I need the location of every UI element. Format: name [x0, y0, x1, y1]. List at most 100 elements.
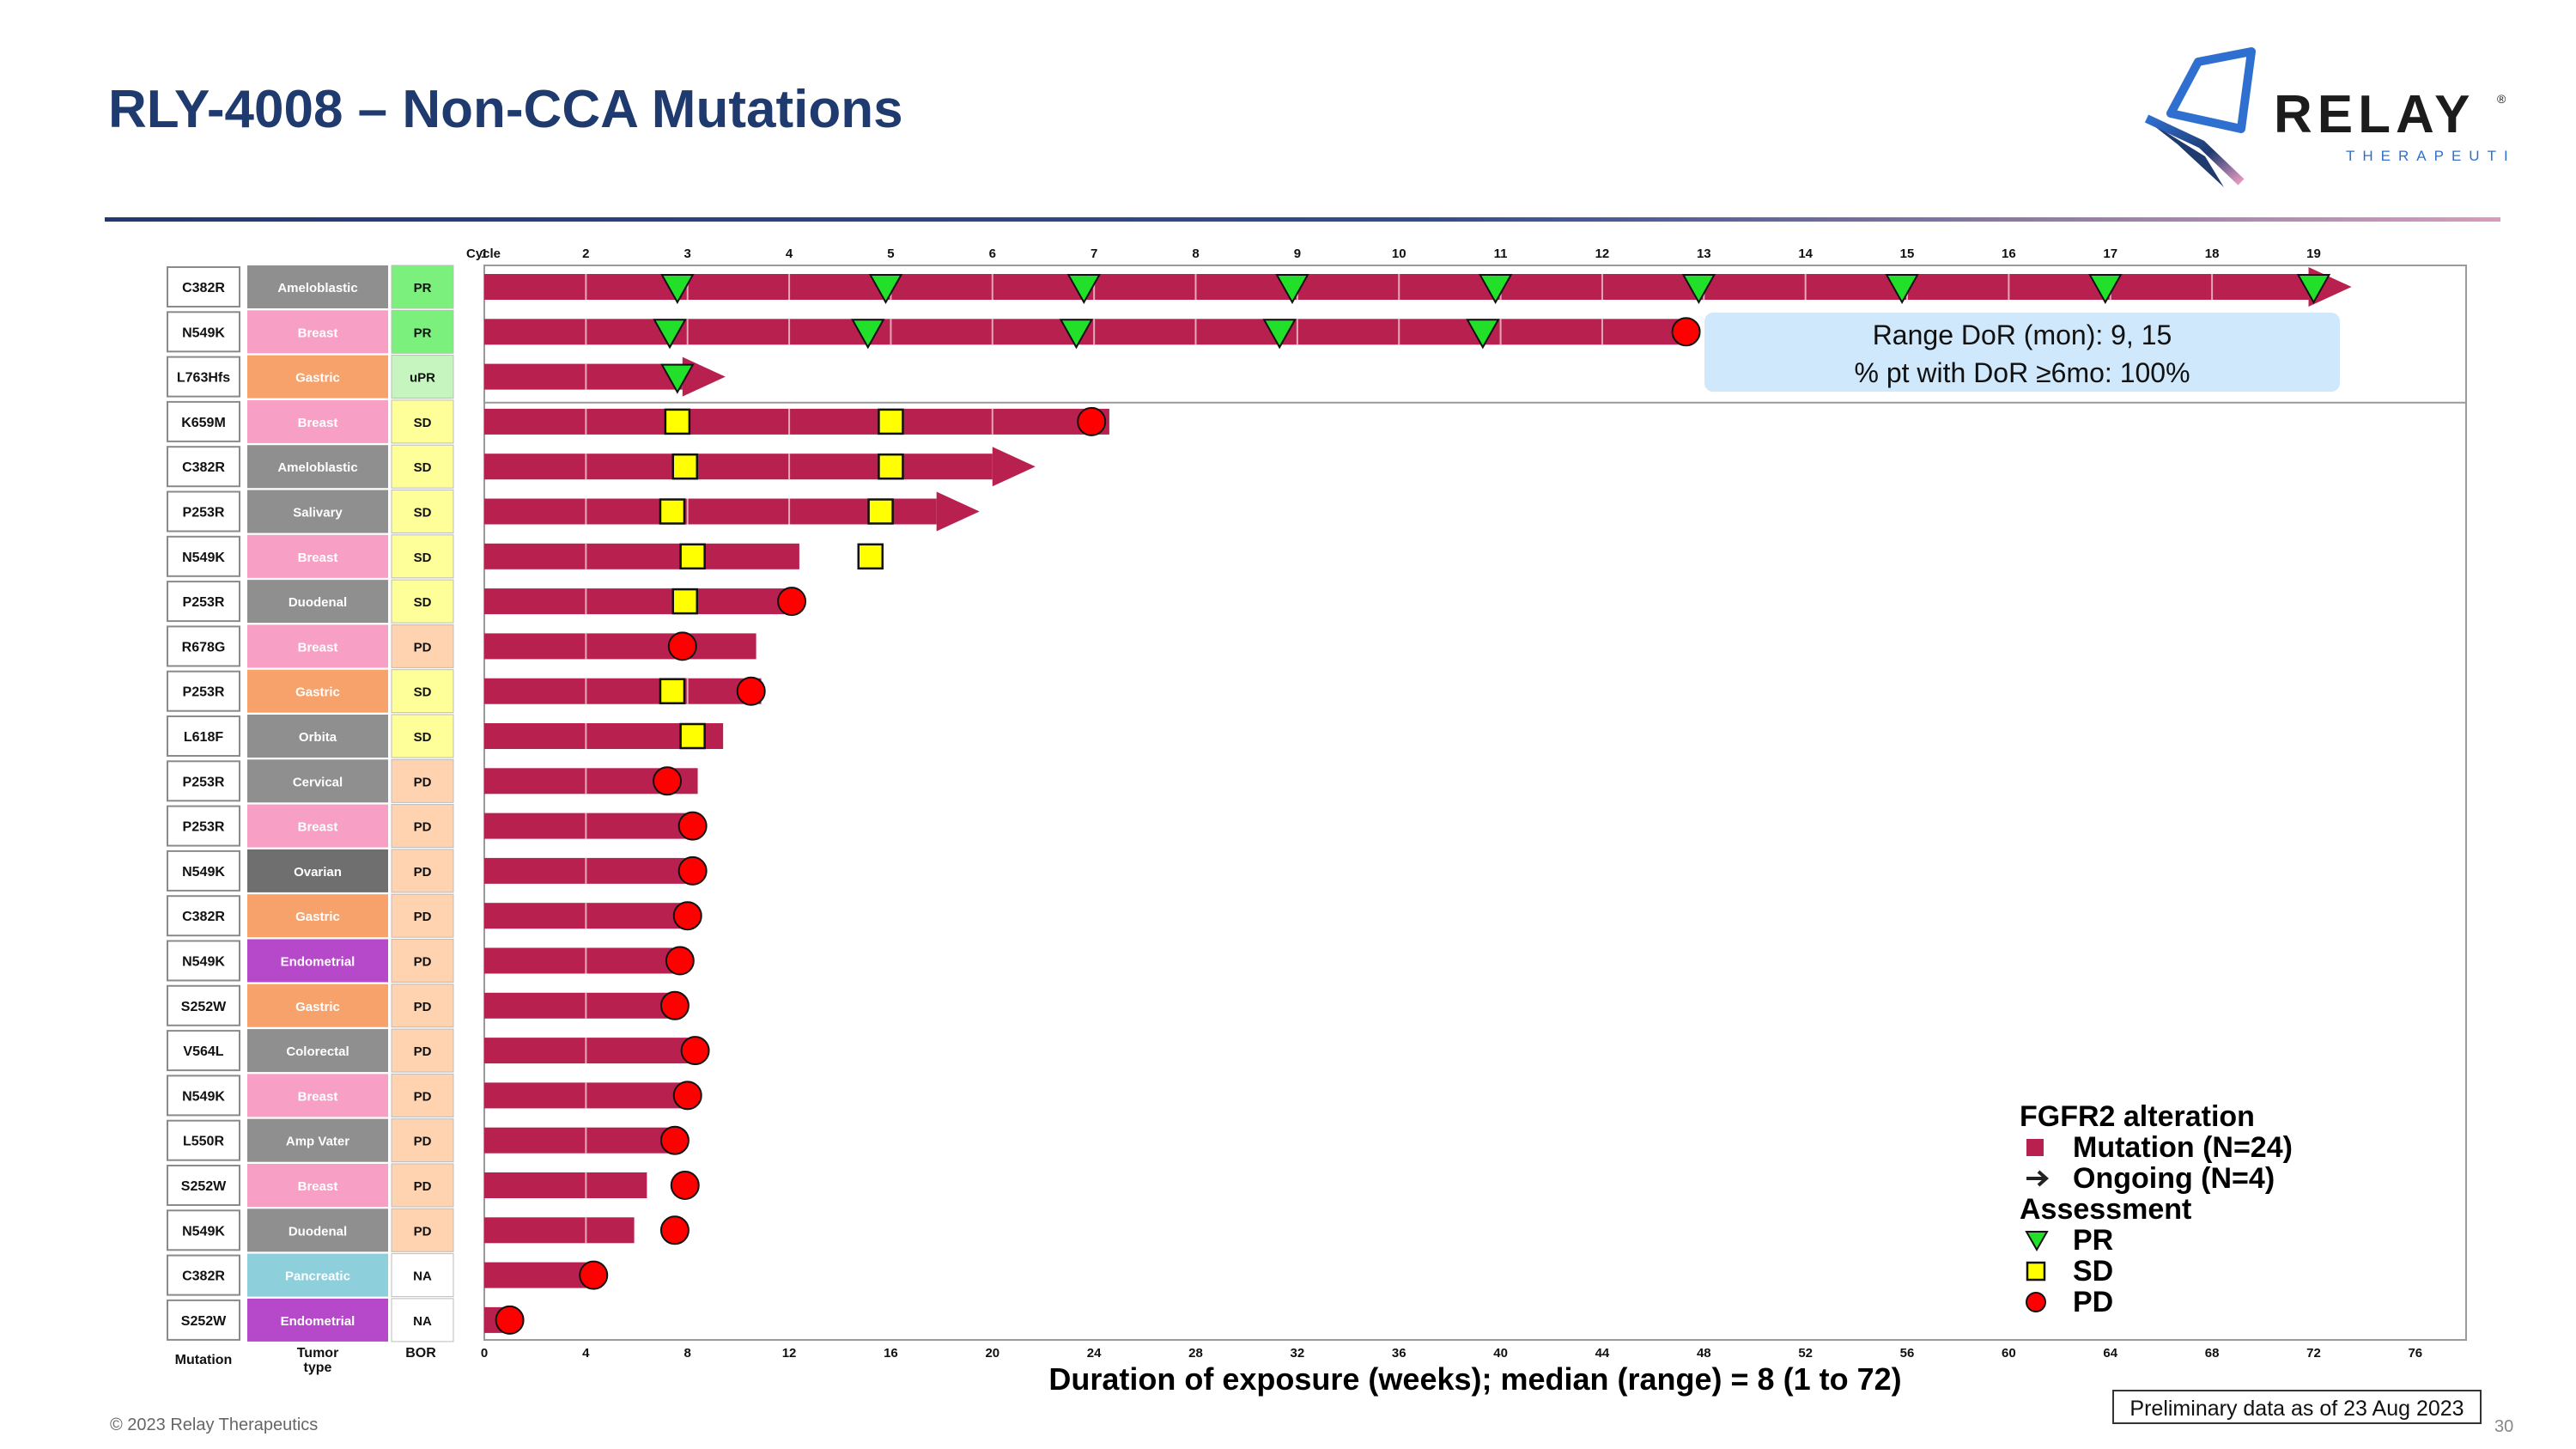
cycle-tick-label: 16 [2002, 247, 2016, 261]
bor-label: PD [414, 1179, 432, 1194]
x-tick-label: 16 [884, 1346, 898, 1361]
mutation-label: N549K [182, 955, 225, 970]
bor-label: uPR [410, 371, 435, 386]
cycle-tick-label: 15 [1900, 247, 1915, 261]
tumor-label: Cervical [293, 775, 343, 789]
pr-marker [2088, 274, 2123, 305]
duration-bar [484, 903, 685, 929]
cycle-tick-label: 19 [2306, 247, 2321, 261]
mutation-label: N549K [182, 1089, 225, 1104]
bor-label: SD [414, 595, 432, 610]
pd-marker [665, 946, 695, 976]
mutation-cell [167, 266, 240, 307]
page-title: RLY-4008 – Non-CCA Mutations [108, 80, 903, 139]
tumor-cell [247, 1029, 388, 1073]
page-number: 30 [2494, 1417, 2514, 1436]
pr-marker [1066, 274, 1102, 305]
pr-marker [1466, 319, 1500, 350]
bor-cell [391, 804, 454, 849]
plot-frame [483, 265, 2467, 1341]
x-tick-label: 4 [582, 1346, 590, 1361]
pr-marker [660, 363, 695, 394]
mutation-cell [167, 311, 240, 353]
tumor-label: Orbita [299, 730, 337, 745]
pd-marker [672, 901, 702, 931]
x-tick-label: 60 [2002, 1346, 2016, 1361]
square-icon [2026, 1139, 2044, 1156]
column-header-bor: BOR [405, 1346, 436, 1361]
duration-bar [484, 1038, 696, 1064]
mutation-cell [167, 1299, 240, 1341]
ongoing-arrow [682, 356, 726, 397]
bor-cell [391, 355, 454, 399]
duration-bar [484, 857, 693, 884]
duration-bar [484, 813, 693, 839]
bor-cell [391, 849, 454, 893]
mutation-label: C382R [182, 1269, 225, 1284]
x-tick-label: 72 [2306, 1346, 2321, 1361]
column-header-mutation: Mutation [175, 1353, 233, 1367]
mutation-label: L550R [183, 1135, 224, 1149]
tumor-label: Gastric [295, 910, 340, 924]
duration-bar [484, 947, 680, 974]
bor-label: PD [414, 1044, 432, 1059]
mutation-cell [167, 1075, 240, 1117]
bor-cell [391, 1208, 454, 1252]
duration-bar [484, 1127, 672, 1154]
tumor-label: Ovarian [294, 865, 342, 880]
mutation-label: N549K [182, 865, 225, 880]
mutation-label: N549K [182, 326, 225, 340]
cycle-tick-label: 10 [1392, 247, 1406, 261]
mutation-cell [167, 490, 240, 533]
tumor-cell [247, 355, 388, 399]
pd-marker [777, 587, 807, 617]
bor-cell [391, 309, 454, 354]
x-tick-label: 76 [2408, 1346, 2422, 1361]
tumor-label: Amp Vater [286, 1135, 349, 1149]
tumor-label: Endometrial [281, 955, 355, 970]
tumor-label: Breast [298, 1179, 338, 1194]
mutation-cell [167, 1119, 240, 1161]
tumor-cell [247, 1074, 388, 1117]
cycle-tick-label: 7 [1091, 247, 1097, 261]
tumor-label: Ameloblastic [277, 281, 357, 295]
x-tick-label: 20 [985, 1346, 999, 1361]
duration-bar [484, 1217, 635, 1244]
sd-marker [671, 588, 699, 615]
bor-label: PD [414, 1135, 432, 1149]
mutation-label: C382R [182, 460, 225, 475]
pr-marker [851, 319, 885, 350]
bor-cell [391, 1163, 454, 1208]
cycle-tick-label: 13 [1697, 247, 1711, 261]
tumor-label: Breast [298, 640, 338, 654]
bor-cell [391, 265, 454, 309]
tumor-label: Breast [298, 551, 338, 565]
mutation-cell [167, 581, 240, 623]
bor-cell [391, 534, 454, 579]
mutation-cell [167, 1254, 240, 1296]
legend-item-sd: SD [2020, 1256, 2293, 1287]
pr-marker [868, 274, 903, 305]
cycle-tick-label: 14 [1798, 247, 1813, 261]
sd-marker [679, 543, 706, 570]
x-tick-label: 0 [481, 1346, 488, 1361]
x-tick-label: 48 [1697, 1346, 1711, 1361]
mutation-label: S252W [181, 1179, 227, 1194]
pr-marker [1478, 274, 1513, 305]
bor-label: SD [414, 506, 432, 521]
tumor-cell [247, 399, 388, 443]
mutation-cell [167, 984, 240, 1026]
mutation-cell [167, 670, 240, 712]
mutation-label: R678G [182, 640, 226, 654]
relay-logo: RELAY ® THERAPEUTICS [2144, 47, 2507, 187]
bor-label: NA [413, 1269, 432, 1284]
tumor-label: Endometrial [281, 1314, 355, 1329]
mutation-label: S252W [181, 1314, 227, 1329]
pd-marker [667, 631, 697, 661]
pr-marker [2296, 274, 2331, 305]
dor-range: Range DoR (mon): 9, 15 [1872, 320, 2172, 350]
mutation-cell [167, 1165, 240, 1206]
sd-marker [878, 408, 904, 435]
duration-bar [484, 363, 683, 390]
